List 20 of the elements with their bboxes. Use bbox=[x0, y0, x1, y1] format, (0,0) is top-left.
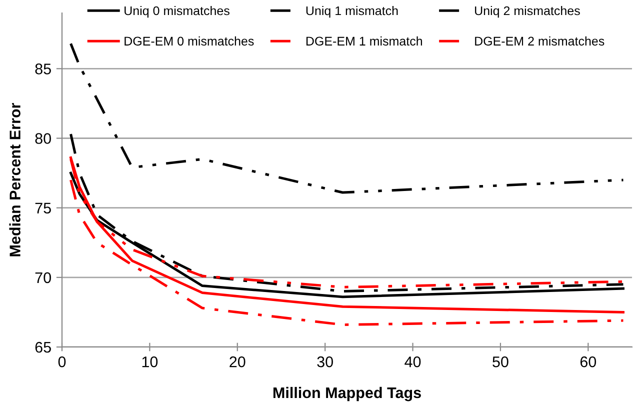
x-tick-label: 0 bbox=[58, 356, 66, 368]
x-tick-label: 40 bbox=[404, 356, 421, 368]
y-tick-label: 80 bbox=[35, 133, 51, 144]
legend-label: DGE-EM 1 mismatch bbox=[306, 36, 422, 46]
x-tick-label: 50 bbox=[492, 356, 508, 368]
x-tick-label: 10 bbox=[142, 356, 158, 368]
x-tick-label: 30 bbox=[317, 356, 333, 368]
x-tick-label: 20 bbox=[230, 356, 246, 368]
y-axis-title: Median Percent Error bbox=[9, 102, 20, 256]
x-axis-title: Million Mapped Tags bbox=[273, 386, 421, 402]
y-tick-label: 75 bbox=[35, 202, 51, 214]
legend-label: DGE-EM 2 mismatches bbox=[475, 36, 604, 46]
legend-label: Uniq 0 mismatches bbox=[124, 6, 230, 18]
legend-label: DGE-EM 0 mismatches bbox=[124, 36, 254, 46]
legend-label: Uniq 2 mismatches bbox=[475, 6, 580, 18]
legend-label: Uniq 1 mismatch bbox=[306, 6, 398, 18]
y-tick-label: 70 bbox=[35, 272, 51, 284]
x-tick-label: 60 bbox=[580, 356, 596, 368]
y-tick-label: 85 bbox=[35, 64, 51, 74]
y-tick-label: 65 bbox=[35, 342, 51, 353]
